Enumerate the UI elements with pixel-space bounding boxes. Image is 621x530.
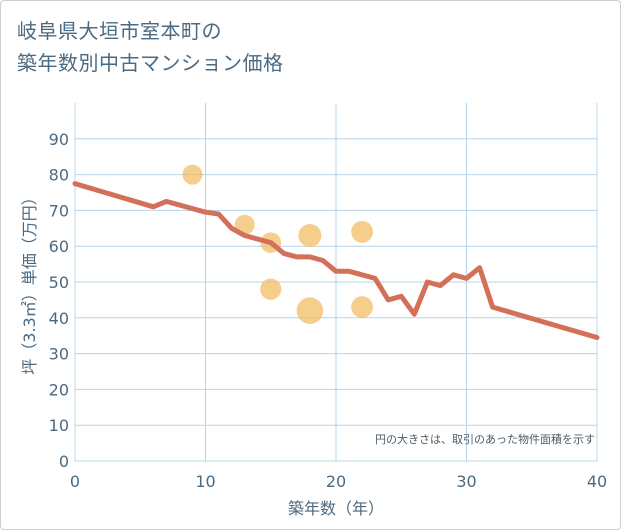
bubble-point [351, 220, 373, 243]
y-axis-label: 坪（3.3㎡）単価（万円） [20, 189, 39, 374]
x-tick-label: 0 [70, 472, 80, 491]
x-tick-label: 10 [195, 472, 215, 491]
bubble-point [182, 164, 203, 185]
x-axis-label: 築年数（年） [288, 499, 384, 518]
bubble-size-note: 円の大きさは、取引のあった物件面積を示す [375, 432, 595, 446]
chart-title-line2: 築年数別中古マンション価格 [17, 51, 284, 75]
x-axis-ticks: 0 10 20 30 40 [70, 472, 607, 491]
bubble-point [296, 297, 324, 324]
y-tick-label: 50 [49, 273, 69, 292]
chart-title: 岐阜県大垣市室本町の 築年数別中古マンション価格 [17, 15, 284, 79]
x-tick-label: 40 [587, 472, 607, 491]
trend-line [72, 181, 600, 340]
bubble-point [260, 278, 282, 300]
y-tick-label: 20 [49, 380, 69, 399]
bubble-point [234, 214, 255, 235]
y-tick-label: 60 [49, 237, 69, 256]
y-tick-label: 80 [49, 166, 69, 185]
y-tick-label: 0 [59, 452, 69, 471]
x-tick-label: 20 [326, 472, 346, 491]
chart-title-line1: 岐阜県大垣市室本町の [17, 19, 222, 43]
y-tick-label: 70 [49, 201, 69, 220]
bubble-point [351, 296, 373, 318]
y-tick-label: 10 [49, 416, 69, 435]
bubble-point [298, 223, 322, 247]
y-axis-ticks: 0 10 20 30 40 50 60 70 80 90 [49, 130, 69, 471]
grid-lines [74, 103, 598, 462]
x-tick-label: 30 [456, 472, 476, 491]
y-tick-label: 30 [49, 345, 69, 364]
y-tick-label: 90 [49, 130, 69, 149]
y-tick-label: 40 [49, 309, 69, 328]
trend-line-layer [72, 181, 600, 340]
